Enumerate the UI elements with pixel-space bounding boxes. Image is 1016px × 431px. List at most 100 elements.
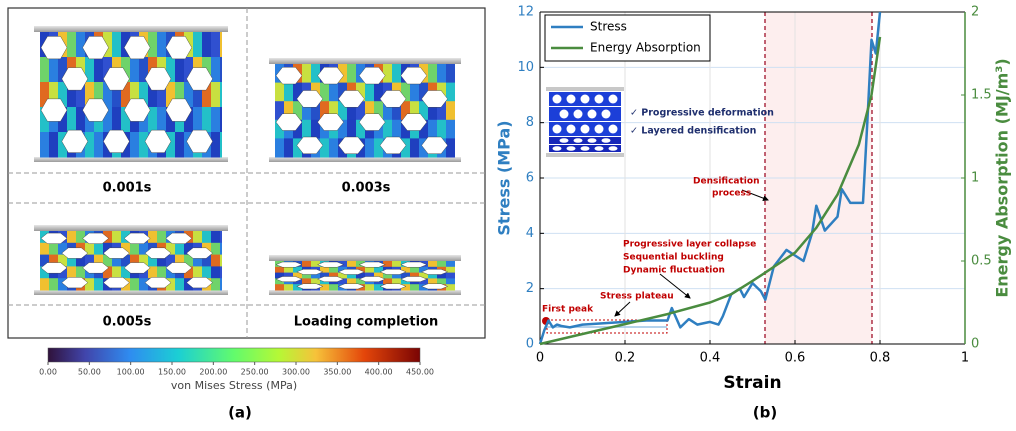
inset-cell [588,138,597,142]
lattice-strut [112,32,121,58]
lattice-strut [40,132,49,158]
inset-cell [602,138,611,142]
inset-cell [588,110,597,119]
figure: 0.001s 0.003s 0.005s Loading completion … [0,0,1016,431]
x-tick-label: 0.6 [785,351,806,366]
lattice-strut [202,266,211,278]
x-tick-label: 0.8 [870,351,891,366]
plate [34,290,228,295]
colorbar-tick-label: 400.00 [365,368,393,377]
caption: 0.001s [103,181,152,196]
lattice-strut [130,278,139,290]
inset-label: ✓ Progressive deformation [630,108,774,119]
inset-cell [595,125,604,134]
lattice-strut [211,132,220,158]
lattice-strut [85,132,94,158]
lattice-strut [302,64,311,83]
inset-cell [595,95,604,104]
lattice-strut [220,132,222,158]
inset-cell [609,146,618,150]
x-tick-label: 0.4 [700,351,721,366]
lattice-strut [446,273,455,279]
lattice-strut [175,132,184,158]
colorbar-tick-label: 300.00 [282,368,310,377]
lattice-strut [302,120,311,139]
inset-cell [609,125,618,134]
lattice-strut [220,278,222,290]
lattice-strut [347,120,356,139]
panel-label: (a) [228,404,252,422]
lattice-strut [437,261,446,267]
lattice-strut [193,32,202,58]
lattice-strut [49,57,58,83]
y2-tick-label: 1.5 [971,88,992,103]
lattice-strut [40,278,49,290]
caption: 0.005s [103,315,152,330]
lattice-strut [446,120,455,139]
lattice-strut [446,261,455,267]
lattice-strut [220,266,222,278]
inset-cell [553,125,562,134]
lattice-strut [275,284,284,290]
lattice-strut [329,284,338,290]
lattice-strut [410,83,419,102]
lattice-strut [437,64,446,83]
inset-cell [581,125,590,134]
annotation: Densification [693,177,759,187]
colorbar-title: von Mises Stress (MPa) [171,379,297,392]
lattice-strut [94,243,103,255]
annotation: Progressive layer collapse [623,240,756,250]
lattice-strut [112,107,121,133]
lattice-strut [428,261,437,267]
lattice-strut [139,278,148,290]
colorbar [48,348,420,362]
lattice-strut [139,132,148,158]
plate [34,26,228,32]
lattice-strut [67,266,76,278]
inset-cell [553,95,562,104]
x-tick-label: 1 [961,351,969,366]
lattice-strut [374,138,383,157]
lattice-strut [275,138,284,157]
lattice-strut [410,267,419,273]
page: 0.001s 0.003s 0.005s Loading completion … [0,0,1016,431]
y-tick-label: 8 [526,115,534,130]
plate [269,255,461,261]
lattice-strut [130,243,139,255]
annotation: process [712,189,751,199]
lattice-strut [410,138,419,157]
lattice-strut [284,284,293,290]
y-tick-label: 6 [526,171,534,186]
y2-tick-label: 0 [971,337,979,352]
lattice-strut [49,243,58,255]
lattice-strut [211,255,220,267]
inset-cell [581,95,590,104]
lattice-strut [76,32,85,58]
y2-tick-label: 2 [971,5,979,20]
lattice-strut [175,243,184,255]
lattice-strut [284,83,293,102]
lattice-strut [365,83,374,102]
inset-cell [567,125,576,134]
lattice-strut [202,231,211,243]
colorbar-tick-label: 250.00 [241,368,269,377]
plate [34,225,228,231]
lattice-strut [428,64,437,83]
lattice-strut [220,243,222,255]
lattice-strut [94,278,103,290]
y-axis-label: Stress (MPa) [495,120,514,235]
lattice-strut [320,284,329,290]
lattice-strut [175,278,184,290]
x-tick-label: 0 [536,351,544,366]
lattice-strut [446,284,455,290]
y2-tick-label: 0.5 [971,254,992,269]
lattice-strut [275,83,284,102]
inset-cell [560,110,569,119]
inset-plate [546,153,624,157]
lattice-strut [410,284,419,290]
lattice-strut [428,120,437,139]
lattice-strut [347,261,356,267]
lattice-strut [175,57,184,83]
lattice-strut [392,261,401,267]
y-tick-label: 4 [526,226,534,241]
